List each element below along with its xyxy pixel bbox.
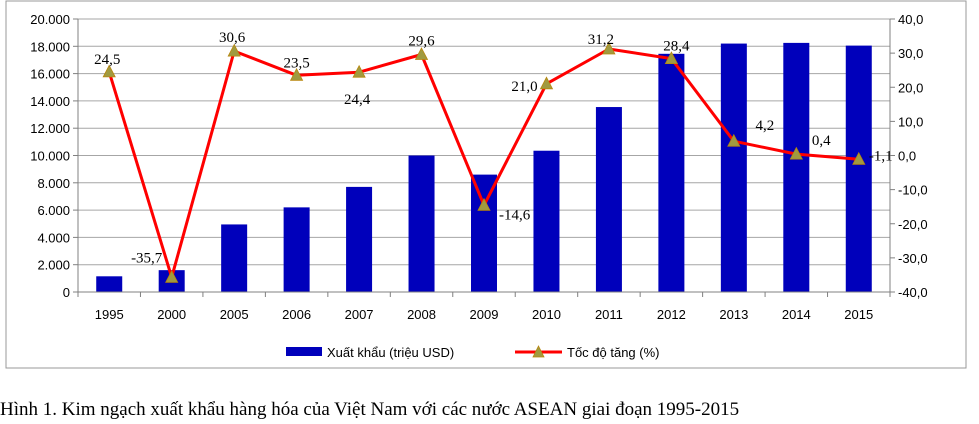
x-tick-label: 2010 <box>532 307 561 322</box>
line-marker-2007 <box>352 64 366 78</box>
left-tick-label: 2.000 <box>37 258 70 273</box>
right-tick-label: 0,0 <box>898 149 916 164</box>
line-marker-2006 <box>289 67 304 81</box>
right-tick-label: 30,0 <box>898 46 923 61</box>
left-axis-ticks: 0 2.000 4.000 6.000 8.000 10.000 12.000 14.000 1… <box>30 12 78 300</box>
x-tick-label: 2009 <box>470 307 499 322</box>
right-tick-label: -10,0 <box>898 183 928 198</box>
x-tick-label: 2014 <box>782 307 811 322</box>
line-marker-2014 <box>789 146 803 160</box>
bar-2007 <box>346 186 373 292</box>
data-labels: 24,5 -35,7 30,6 23,5 24,4 29,6 -14,6 21,0 31,2 28… <box>94 30 893 266</box>
bar-2010 <box>533 150 560 292</box>
data-label-2005: 30,6 <box>219 30 246 46</box>
legend-bar-swatch <box>286 347 322 356</box>
data-label-2014: 0,4 <box>812 133 831 149</box>
left-tick-label: 8.000 <box>37 176 70 191</box>
right-tick-label: -30,0 <box>898 251 928 266</box>
bar-2014 <box>783 42 810 293</box>
bar-series <box>96 42 872 293</box>
data-label-2008: 29,6 <box>408 33 435 49</box>
x-tick-label: 2000 <box>157 307 186 322</box>
x-tick-label: 2007 <box>345 307 374 322</box>
left-tick-label: 4.000 <box>37 230 70 245</box>
x-tick-label: 2013 <box>719 307 748 322</box>
line-marker-1995 <box>102 64 116 78</box>
x-tick-label: 2011 <box>595 307 623 322</box>
bar-1995 <box>96 276 123 292</box>
left-tick-label: 20.000 <box>30 12 70 27</box>
line-marker-2013 <box>727 133 741 147</box>
left-tick-label: 0 <box>63 285 70 300</box>
bar-2008 <box>408 155 435 292</box>
bar-2015 <box>845 45 872 293</box>
line-marker-2012 <box>664 51 679 64</box>
x-tick-label: 1995 <box>95 307 124 322</box>
data-label-2013: 4,2 <box>755 118 774 134</box>
line-marker-2000 <box>165 269 179 283</box>
bar-2005 <box>221 224 248 292</box>
x-tick-label: 2015 <box>844 307 873 322</box>
data-label-2010: 21,0 <box>511 79 537 95</box>
bar-2012 <box>658 53 685 293</box>
left-tick-label: 10.000 <box>30 149 70 164</box>
line-series <box>102 41 866 283</box>
right-axis-ticks: -40,0 -30,0 -20,0 -10,0 0,0 10,0 20,0 30,0 40,0 <box>890 12 928 300</box>
line-marker-2005 <box>227 43 241 57</box>
left-tick-label: 12.000 <box>30 121 70 136</box>
x-axis-ticks: 1995 2000 2005 2006 2007 2008 2009 2010 2011 2012… <box>77 292 891 322</box>
legend-bar-label: Xuất khẩu (triệu USD) <box>327 345 454 360</box>
gridlines <box>78 18 890 266</box>
right-tick-label: 20,0 <box>898 80 923 95</box>
x-tick-label: 2005 <box>220 307 249 322</box>
line-marker-2010 <box>539 76 554 90</box>
left-tick-label: 18.000 <box>30 39 70 54</box>
line-marker-2011 <box>602 41 616 55</box>
bar-2006 <box>283 207 310 292</box>
x-tick-label: 2006 <box>282 307 311 322</box>
legend-line-marker <box>532 345 545 358</box>
legend: Xuất khẩu (triệu USD) Tốc độ tăng (%) <box>286 345 660 360</box>
figure-caption: Hình 1. Kim ngạch xuất khẩu hàng hóa của… <box>0 399 739 420</box>
data-label-1995: 24,5 <box>94 52 120 68</box>
x-tick-label: 2008 <box>407 307 436 322</box>
data-label-2000: -35,7 <box>131 250 163 266</box>
data-label-2006: 23,5 <box>283 55 309 71</box>
x-tick-label: 2012 <box>657 307 686 322</box>
bar-2013 <box>720 43 747 292</box>
line-marker-2009 <box>477 197 491 211</box>
data-label-2009: -14,6 <box>499 207 531 223</box>
data-label-2015: -1,1 <box>869 148 893 164</box>
data-label-2011: 31,2 <box>588 32 614 48</box>
left-tick-label: 14.000 <box>30 94 70 109</box>
bar-2009 <box>471 174 497 292</box>
left-tick-label: 16.000 <box>30 67 70 82</box>
right-tick-label: 40,0 <box>898 12 923 27</box>
right-tick-label: -40,0 <box>898 285 928 300</box>
right-tick-label: 10,0 <box>898 114 923 129</box>
line-marker-2008 <box>414 47 429 60</box>
data-label-2007: 24,4 <box>344 92 371 108</box>
bar-2011 <box>595 107 622 292</box>
line-marker-2015 <box>852 151 866 165</box>
legend-line-label: Tốc độ tăng (%) <box>567 345 660 360</box>
left-tick-label: 6.000 <box>37 203 70 218</box>
right-tick-label: -20,0 <box>898 217 928 232</box>
data-label-2012: 28,4 <box>663 39 690 55</box>
